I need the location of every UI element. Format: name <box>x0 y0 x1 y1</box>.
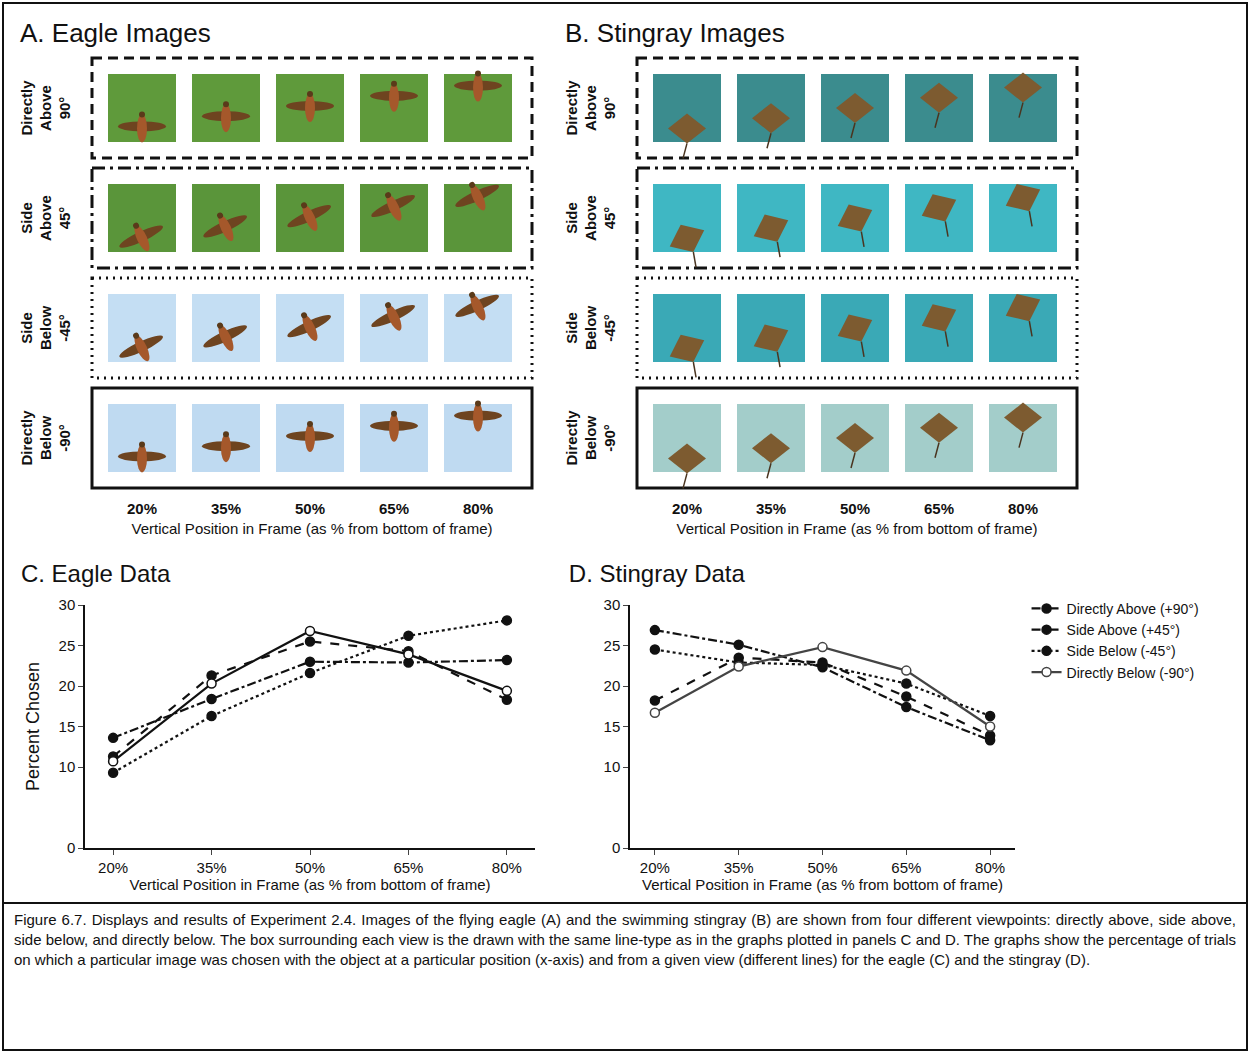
svg-text:D. Stingray Data: D. Stingray Data <box>569 560 746 587</box>
svg-text:Vertical Position in Frame (as: Vertical Position in Frame (as % from bo… <box>642 876 1003 893</box>
svg-text:-45°: -45° <box>56 314 73 342</box>
svg-text:90°: 90° <box>56 97 73 120</box>
svg-text:Above: Above <box>582 85 599 131</box>
svg-text:65%: 65% <box>393 859 423 876</box>
svg-text:-90°: -90° <box>56 424 73 452</box>
svg-text:-90°: -90° <box>601 424 618 452</box>
svg-text:90°: 90° <box>601 97 618 120</box>
svg-text:25: 25 <box>59 637 76 654</box>
svg-text:30: 30 <box>59 596 76 613</box>
svg-text:Vertical Position in Frame (as: Vertical Position in Frame (as % from bo… <box>132 520 493 537</box>
svg-text:Above: Above <box>37 195 54 241</box>
svg-text:Side: Side <box>18 202 35 234</box>
svg-text:50%: 50% <box>295 859 325 876</box>
svg-text:C. Eagle Data: C. Eagle Data <box>21 560 171 587</box>
svg-text:50%: 50% <box>840 500 870 517</box>
svg-text:35%: 35% <box>756 500 786 517</box>
svg-text:45°: 45° <box>56 207 73 230</box>
svg-text:Side: Side <box>563 202 580 234</box>
svg-text:65%: 65% <box>379 500 409 517</box>
svg-text:Vertical Position in Frame (as: Vertical Position in Frame (as % from bo… <box>130 876 491 893</box>
svg-text:80%: 80% <box>1008 500 1038 517</box>
svg-text:Below: Below <box>582 306 599 351</box>
svg-text:20%: 20% <box>672 500 702 517</box>
svg-text:15: 15 <box>59 718 76 735</box>
svg-text:35%: 35% <box>724 859 754 876</box>
svg-text:Directly: Directly <box>563 80 580 136</box>
svg-text:B. Stingray Images: B. Stingray Images <box>565 18 785 48</box>
svg-text:20%: 20% <box>98 859 128 876</box>
svg-text:Below: Below <box>582 416 599 461</box>
svg-text:80%: 80% <box>975 859 1005 876</box>
svg-text:Side Above (+45°): Side Above (+45°) <box>1067 622 1180 638</box>
svg-text:10: 10 <box>604 758 621 775</box>
svg-text:30: 30 <box>604 596 621 613</box>
svg-text:15: 15 <box>604 718 621 735</box>
svg-text:0: 0 <box>612 839 620 856</box>
svg-text:65%: 65% <box>924 500 954 517</box>
svg-text:20: 20 <box>59 677 76 694</box>
svg-text:Below: Below <box>37 306 54 351</box>
svg-text:80%: 80% <box>463 500 493 517</box>
svg-text:25: 25 <box>604 637 621 654</box>
svg-text:Below: Below <box>37 416 54 461</box>
svg-text:Side: Side <box>18 312 35 344</box>
svg-text:50%: 50% <box>807 859 837 876</box>
svg-text:Above: Above <box>37 85 54 131</box>
svg-text:Directly Above (+90°): Directly Above (+90°) <box>1067 601 1199 617</box>
svg-text:Directly Below (-90°): Directly Below (-90°) <box>1067 665 1195 681</box>
svg-text:35%: 35% <box>197 859 227 876</box>
svg-text:A. Eagle Images: A. Eagle Images <box>20 18 211 48</box>
svg-text:Directly: Directly <box>18 410 35 466</box>
svg-text:50%: 50% <box>295 500 325 517</box>
svg-text:Side Below (-45°): Side Below (-45°) <box>1067 643 1176 659</box>
svg-text:10: 10 <box>59 758 76 775</box>
svg-text:0: 0 <box>67 839 75 856</box>
svg-text:Vertical Position in Frame (as: Vertical Position in Frame (as % from bo… <box>677 520 1038 537</box>
svg-text:Above: Above <box>582 195 599 241</box>
svg-text:Directly: Directly <box>18 80 35 136</box>
svg-text:Directly: Directly <box>563 410 580 466</box>
svg-text:35%: 35% <box>211 500 241 517</box>
svg-text:-45°: -45° <box>601 314 618 342</box>
svg-text:20%: 20% <box>127 500 157 517</box>
svg-text:65%: 65% <box>891 859 921 876</box>
svg-text:80%: 80% <box>492 859 522 876</box>
svg-text:Side: Side <box>563 312 580 344</box>
svg-text:20: 20 <box>604 677 621 694</box>
svg-text:Percent Chosen: Percent Chosen <box>23 662 43 791</box>
svg-text:20%: 20% <box>640 859 670 876</box>
html-text:Figure 6.7. Displays and resul: Figure 6.7. Displays and results of Expe… <box>14 911 1236 968</box>
svg-text:45°: 45° <box>601 207 618 230</box>
